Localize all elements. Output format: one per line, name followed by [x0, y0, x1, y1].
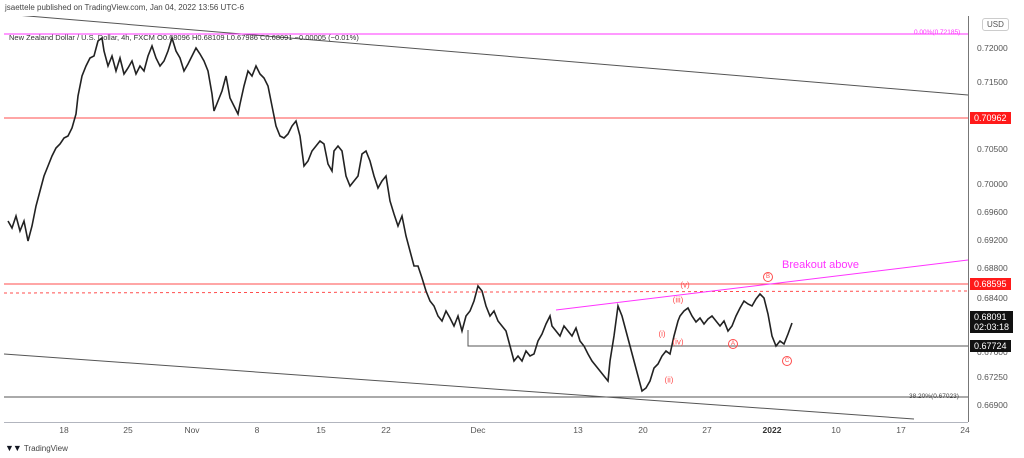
price-tick: 0.67600 [977, 347, 1008, 357]
price-tick: 0.69600 [977, 207, 1008, 217]
time-tick: 10 [831, 425, 841, 435]
price-tick: 0.72000 [977, 43, 1008, 53]
last-price-badge: 0.68091 02:03:18 [970, 311, 1014, 333]
time-tick: 24 [960, 425, 970, 435]
symbol-name: New Zealand Dollar / U.S. Dollar, 4h, FX… [9, 33, 155, 42]
last-price: 0.68091 [974, 312, 1007, 322]
symbol-legend: New Zealand Dollar / U.S. Dollar, 4h, FX… [9, 33, 359, 42]
level-badge-68595: 0.68595 [970, 278, 1011, 290]
wave-b-label: B [763, 272, 773, 282]
price-tick: 0.68800 [977, 263, 1008, 273]
time-tick: Nov [184, 425, 200, 435]
wave-a-label: A [728, 339, 738, 349]
time-tick: 18 [59, 425, 69, 435]
fib-382-label: 38.20%(0.67023) [909, 393, 959, 400]
ohlc-values: O0.68096 H0.68109 L0.67986 C0.68091 −0.0… [156, 33, 359, 42]
wave-iii-label: (iii) [672, 295, 684, 305]
time-tick: 13 [573, 425, 583, 435]
time-tick: 15 [316, 425, 326, 435]
level-badge-67724: 0.67724 [970, 340, 1011, 352]
time-tick: Dec [470, 425, 486, 435]
wave-ii-label: (ii) [664, 375, 674, 385]
price-tick: 0.67250 [977, 372, 1008, 382]
price-tick: 0.71500 [977, 77, 1008, 87]
time-tick: 20 [638, 425, 648, 435]
time-tick-year: 2022 [762, 425, 782, 435]
price-plot [4, 16, 968, 420]
price-tick: 0.70500 [977, 144, 1008, 154]
wave-i-label: (i) [658, 329, 666, 339]
time-tick: 17 [896, 425, 906, 435]
chart-pane[interactable]: New Zealand Dollar / U.S. Dollar, 4h, FX… [4, 16, 968, 423]
wave-c-label: C [782, 356, 792, 366]
fib-0-label: 0.00%(0.72185) [914, 29, 961, 36]
wave-v-label: (v) [680, 280, 690, 290]
time-tick: 25 [123, 425, 133, 435]
price-tick: 0.70000 [977, 179, 1008, 189]
bar-countdown: 02:03:18 [974, 322, 1010, 332]
price-axis[interactable]: 0.72000 0.71500 0.70962 0.70500 0.70000 … [968, 16, 1024, 422]
tradingview-logo-icon: ▼▼ [5, 443, 22, 453]
brand-name: TradingView [23, 443, 68, 453]
published-by: jsaettele published on TradingView.com, … [5, 3, 245, 12]
price-tick: 0.69200 [977, 235, 1008, 245]
time-tick: 27 [702, 425, 712, 435]
wave-iv-label: (iv) [672, 337, 684, 347]
footer: ▼▼ TradingView [5, 443, 68, 453]
time-axis[interactable]: 18 25 Nov 8 15 22 Dec 13 20 27 2022 10 1… [4, 423, 970, 437]
time-tick: 22 [381, 425, 391, 435]
price-tick: 0.66900 [977, 400, 1008, 410]
time-tick: 8 [254, 425, 260, 435]
currency-button[interactable]: USD [982, 18, 1009, 31]
level-badge-70962: 0.70962 [970, 112, 1011, 124]
breakout-annotation: Breakout above [782, 259, 860, 271]
price-tick: 0.68400 [977, 293, 1008, 303]
